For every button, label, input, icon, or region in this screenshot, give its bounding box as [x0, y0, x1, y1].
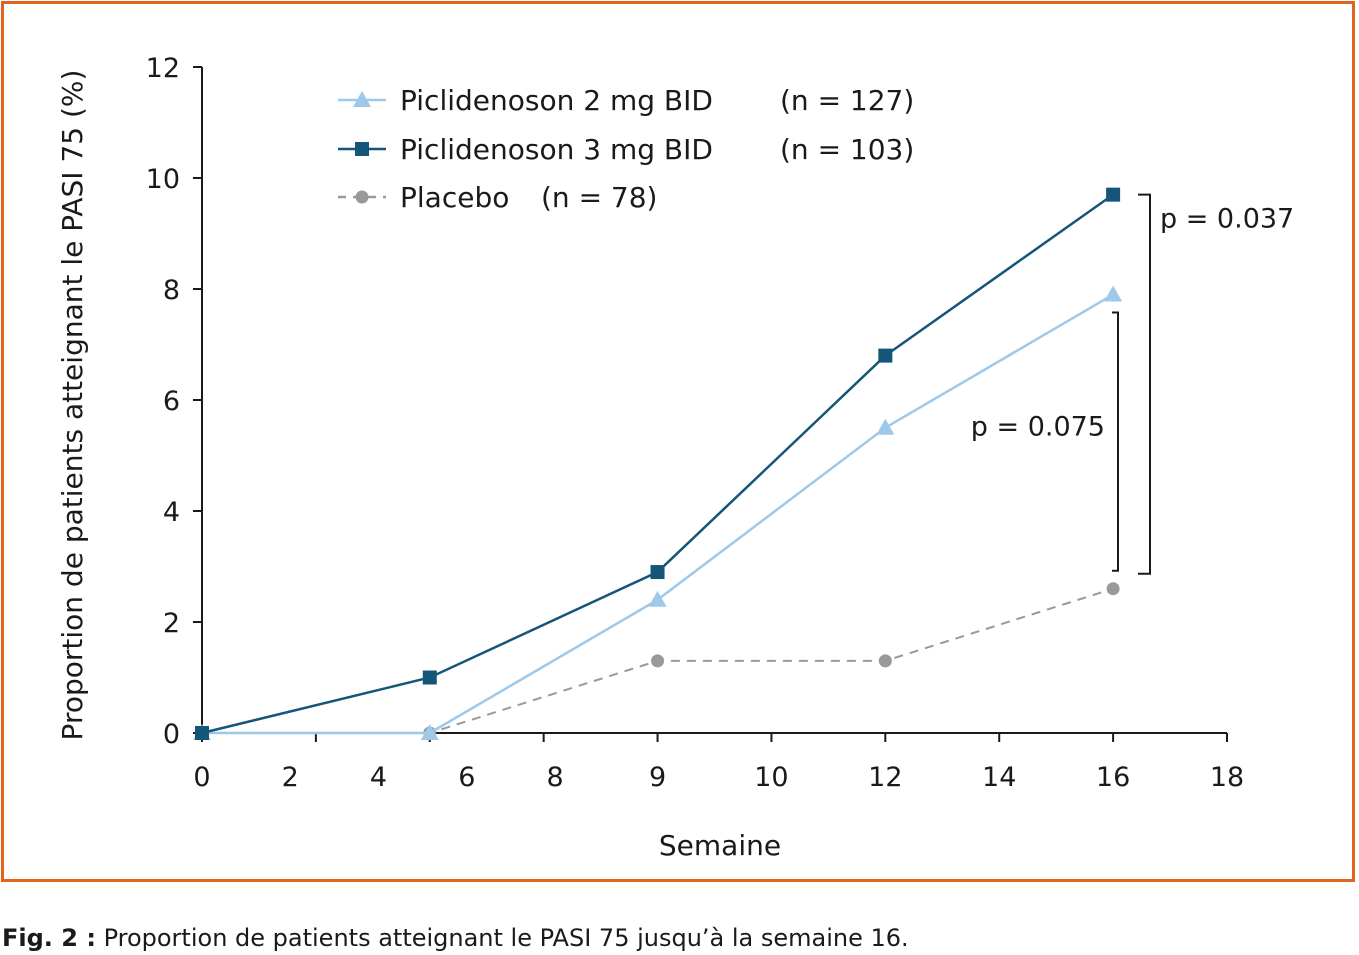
data-point-square — [355, 142, 369, 156]
figure-caption: Fig. 2 : Proportion de patients atteigna… — [2, 924, 909, 952]
x-tick-label: 6 — [458, 762, 475, 793]
y-tick-label: 8 — [163, 275, 180, 306]
data-point-square — [650, 565, 665, 580]
x-tick-label: 16 — [1096, 762, 1130, 793]
y-tick-label: 0 — [163, 719, 180, 750]
chart-annotations: p = 0.037 p = 0.075 — [971, 193, 1294, 575]
x-tick-label: 12 — [868, 762, 902, 793]
data-point-circle — [355, 190, 369, 204]
caption-text: Proportion de patients atteignant le PAS… — [95, 924, 909, 952]
legend-n-label: (n = 78) — [541, 181, 657, 214]
line-chart: 0 2 4 6 8 10 12 0 2 4 6 8 9 10 12 14 16 18 Piclidenoson 2… — [56, 53, 1294, 862]
x-tick-label: 14 — [982, 762, 1016, 793]
data-point-square — [422, 670, 437, 685]
data-point-square — [1106, 187, 1121, 202]
series-line-square — [201, 193, 1114, 735]
data-point-circle — [651, 654, 665, 668]
x-tick-label: 4 — [370, 762, 387, 793]
legend-label: Placebo — [400, 181, 509, 214]
legend-n-label: (n = 103) — [780, 133, 914, 166]
data-point-triangle — [353, 91, 371, 107]
bracket-inner — [1112, 311, 1119, 572]
x-tick-label: 8 — [546, 762, 563, 793]
x-tick-label: 2 — [282, 762, 299, 793]
y-axis-label: Proportion de patients atteignant le PAS… — [56, 70, 89, 741]
y-tick-label: 6 — [163, 386, 180, 417]
legend-label: Piclidenoson 2 mg BID — [400, 84, 713, 117]
y-tick-label: 2 — [163, 608, 180, 639]
y-tick-label: 10 — [146, 164, 180, 195]
data-point-circle — [878, 654, 892, 668]
y-tick-label: 4 — [163, 497, 180, 528]
legend-n-label: (n = 127) — [780, 84, 914, 117]
data-point-triangle — [1104, 285, 1123, 302]
bracket-outer — [1138, 193, 1151, 575]
figure-frame — [1, 1, 1355, 882]
annotation-p-075: p = 0.075 — [971, 412, 1105, 443]
annotation-p-037: p = 0.037 — [1160, 204, 1294, 235]
x-tick-label: 0 — [193, 762, 210, 793]
data-point-square — [878, 348, 893, 363]
data-point-triangle — [420, 724, 439, 740]
chart-axes: 0 2 4 6 8 10 12 0 2 4 6 8 9 10 12 14 16 18 — [146, 53, 1245, 793]
x-tick-label: 9 — [649, 762, 666, 793]
chart-series — [193, 187, 1123, 740]
data-point-circle — [1106, 582, 1120, 596]
legend-label: Piclidenoson 3 mg BID — [400, 133, 713, 166]
caption-label: Fig. 2 : — [2, 924, 96, 952]
x-tick-label: 10 — [754, 762, 788, 793]
x-tick-label: 18 — [1210, 762, 1244, 793]
data-point-triangle — [876, 418, 895, 435]
chart-legend: Piclidenoson 2 mg BID (n = 127) Piclidenos… — [338, 84, 914, 214]
y-tick-label: 12 — [146, 53, 180, 84]
x-axis-label: Semaine — [659, 829, 781, 862]
data-point-triangle — [648, 590, 667, 607]
data-point-square — [195, 726, 209, 740]
